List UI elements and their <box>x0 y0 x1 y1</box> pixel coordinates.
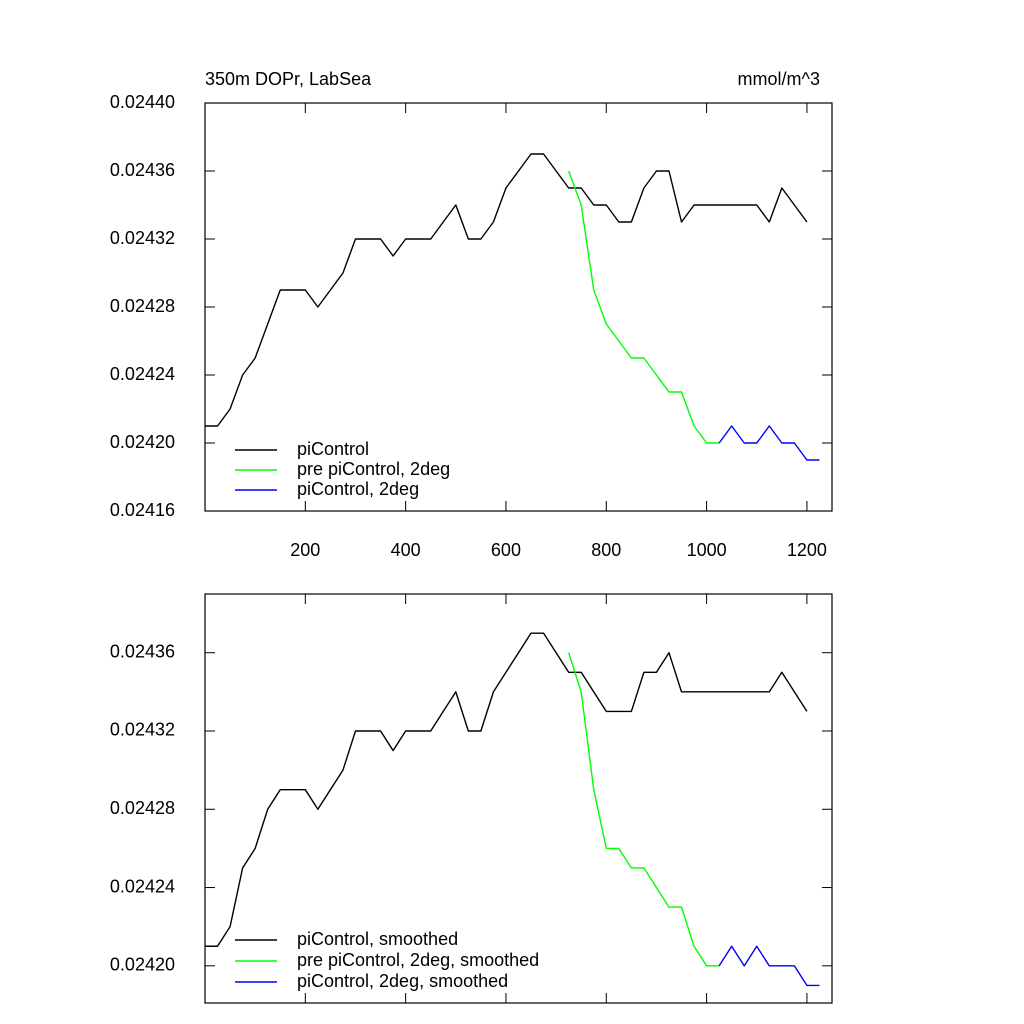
x-tick-label: 400 <box>391 540 421 560</box>
x-tick-label: 1000 <box>687 540 727 560</box>
legend-label: piControl <box>297 439 369 459</box>
legend-label: piControl, smoothed <box>297 929 458 949</box>
y-tick-label: 0.02416 <box>110 500 175 520</box>
y-tick-label: 0.02428 <box>110 296 175 316</box>
y-tick-label: 0.02436 <box>110 160 175 180</box>
y-tick-label: 0.02424 <box>110 364 175 384</box>
y-tick-label: 0.02436 <box>110 641 175 661</box>
series-line <box>718 425 820 461</box>
y-tick-label: 0.02428 <box>110 798 175 818</box>
plot-frame <box>204 593 833 1004</box>
y-tick-label: 0.02420 <box>110 432 175 452</box>
legend-label: piControl, 2deg, smoothed <box>297 971 508 991</box>
legend-label: pre piControl, 2deg <box>297 459 450 479</box>
legend-label: piControl, 2deg <box>297 479 419 499</box>
y-tick-label: 0.02440 <box>110 92 175 112</box>
series-line <box>568 170 720 444</box>
x-tick-label: 1200 <box>787 540 827 560</box>
y-tick-label: 0.02420 <box>110 955 175 975</box>
y-tick-label: 0.02432 <box>110 720 175 740</box>
units-label: mmol/m^3 <box>738 69 820 89</box>
x-tick-label: 600 <box>491 540 521 560</box>
x-tick-label: 200 <box>290 540 320 560</box>
chart-title: 350m DOPr, LabSea <box>205 69 372 89</box>
series-line <box>567 652 720 967</box>
legend-label: pre piControl, 2deg, smoothed <box>297 950 539 970</box>
y-tick-label: 0.02432 <box>110 228 175 248</box>
y-tick-label: 0.02424 <box>110 876 175 896</box>
series-line <box>718 945 820 987</box>
x-tick-label: 800 <box>591 540 621 560</box>
series-line <box>205 153 808 427</box>
series-line <box>205 632 808 947</box>
